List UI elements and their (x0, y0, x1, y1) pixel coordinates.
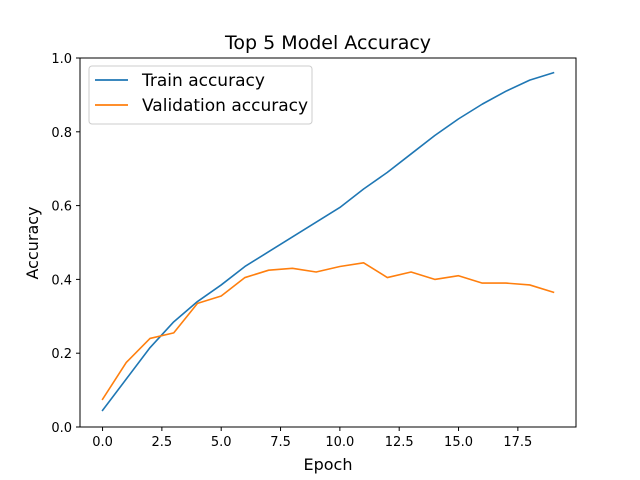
series-line-0 (101, 71, 555, 412)
x-tick-label: 2.5 (152, 435, 173, 450)
y-axis-label: Accuracy (23, 206, 42, 279)
legend: Train accuracy Validation accuracy (88, 65, 313, 125)
x-tick-label: 7.5 (270, 435, 291, 450)
x-tick-label: 17.5 (503, 435, 532, 450)
x-tick-label: 0.0 (92, 435, 113, 450)
y-tick-label: 0.6 (51, 200, 72, 215)
x-tick-label: 10.0 (325, 435, 354, 450)
chart-title: Top 5 Model Accuracy (224, 32, 431, 54)
y-tick-label: 0.4 (51, 273, 72, 288)
x-axis-label: Epoch (304, 455, 353, 474)
y-tick-label: 1.0 (51, 52, 72, 67)
y-tick-label: 0.2 (51, 347, 72, 362)
y-tick-label: 0.8 (51, 126, 72, 141)
x-tick-label: 5.0 (211, 435, 232, 450)
legend-label-1: Validation accuracy (142, 96, 308, 116)
axes-frame (79, 57, 577, 428)
y-tick-label: 0.0 (51, 421, 72, 436)
legend-label-0: Train accuracy (141, 71, 265, 91)
legend-box (88, 65, 313, 125)
series-line-1 (101, 261, 555, 401)
x-tick-label: 12.5 (385, 435, 414, 450)
plot-area: 0.0 2.5 5.0 7.5 10.0 12.5 15.0 17.5 0.0 0.2 0.4 0.6… (51, 52, 577, 450)
x-tick-label: 15.0 (444, 435, 473, 450)
